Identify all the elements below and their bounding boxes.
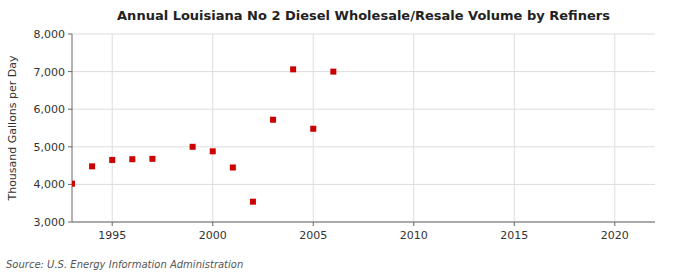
title: Annual Louisiana No 2 Diesel Wholesale/R… [117, 8, 610, 23]
tick-x [212, 222, 213, 226]
point [89, 163, 95, 169]
grid-line-x [112, 34, 113, 222]
tick-label-x: 2015 [500, 229, 528, 242]
tick-y [68, 222, 72, 223]
grid-line-y [72, 71, 655, 72]
tick-label-x: 2010 [400, 229, 428, 242]
grid-line-y [72, 222, 655, 223]
grid-line-x [212, 34, 213, 222]
grid-line-x [614, 34, 615, 222]
point [149, 156, 155, 162]
tick-y [68, 34, 72, 35]
tick-label-y: 4,000 [34, 178, 66, 191]
grid-line-y [72, 109, 655, 110]
tick-y [68, 109, 72, 110]
points [72, 66, 336, 204]
tick-label-x: 1995 [98, 229, 126, 242]
tick-label-y: 6,000 [34, 103, 66, 116]
x-axis-line [72, 222, 655, 223]
tick-label-y: 7,000 [34, 66, 66, 79]
tick-y [68, 146, 72, 147]
grid [72, 34, 655, 222]
tick-label-x: 2000 [199, 229, 227, 242]
y-axis-label: Thousand Gallons per Day [6, 55, 19, 202]
grid-line-y [72, 146, 655, 147]
point [250, 199, 256, 205]
tick-label-y: 3,000 [34, 216, 66, 229]
source: Source: U.S. Energy Information Administ… [6, 259, 243, 270]
tick-x [313, 222, 314, 226]
grid-line-y [72, 184, 655, 185]
y-axis-line [72, 34, 73, 222]
tick-x [514, 222, 515, 226]
tick-label-y: 5,000 [34, 141, 66, 154]
point [129, 156, 135, 162]
grid-line-x [514, 34, 515, 222]
point [290, 66, 296, 72]
point [190, 144, 196, 150]
point [330, 69, 336, 75]
grid-line-x [413, 34, 414, 222]
tick-label-x: 2020 [601, 229, 629, 242]
point [230, 164, 236, 170]
tick-y [68, 71, 72, 72]
grid-line-y [72, 34, 655, 35]
chart: 3,000 4,000 5,000 6,000 7,000 8,000 1995 2000 20… [0, 0, 675, 275]
tick-label-x: 2005 [299, 229, 327, 242]
tick-x [413, 222, 414, 226]
point [310, 126, 316, 132]
tick-x [614, 222, 615, 226]
tick-y [68, 184, 72, 185]
point [109, 157, 115, 163]
point [72, 181, 75, 187]
point [270, 117, 276, 123]
point [210, 148, 216, 154]
tick-x [112, 222, 113, 226]
tick-label-y: 8,000 [34, 28, 66, 41]
